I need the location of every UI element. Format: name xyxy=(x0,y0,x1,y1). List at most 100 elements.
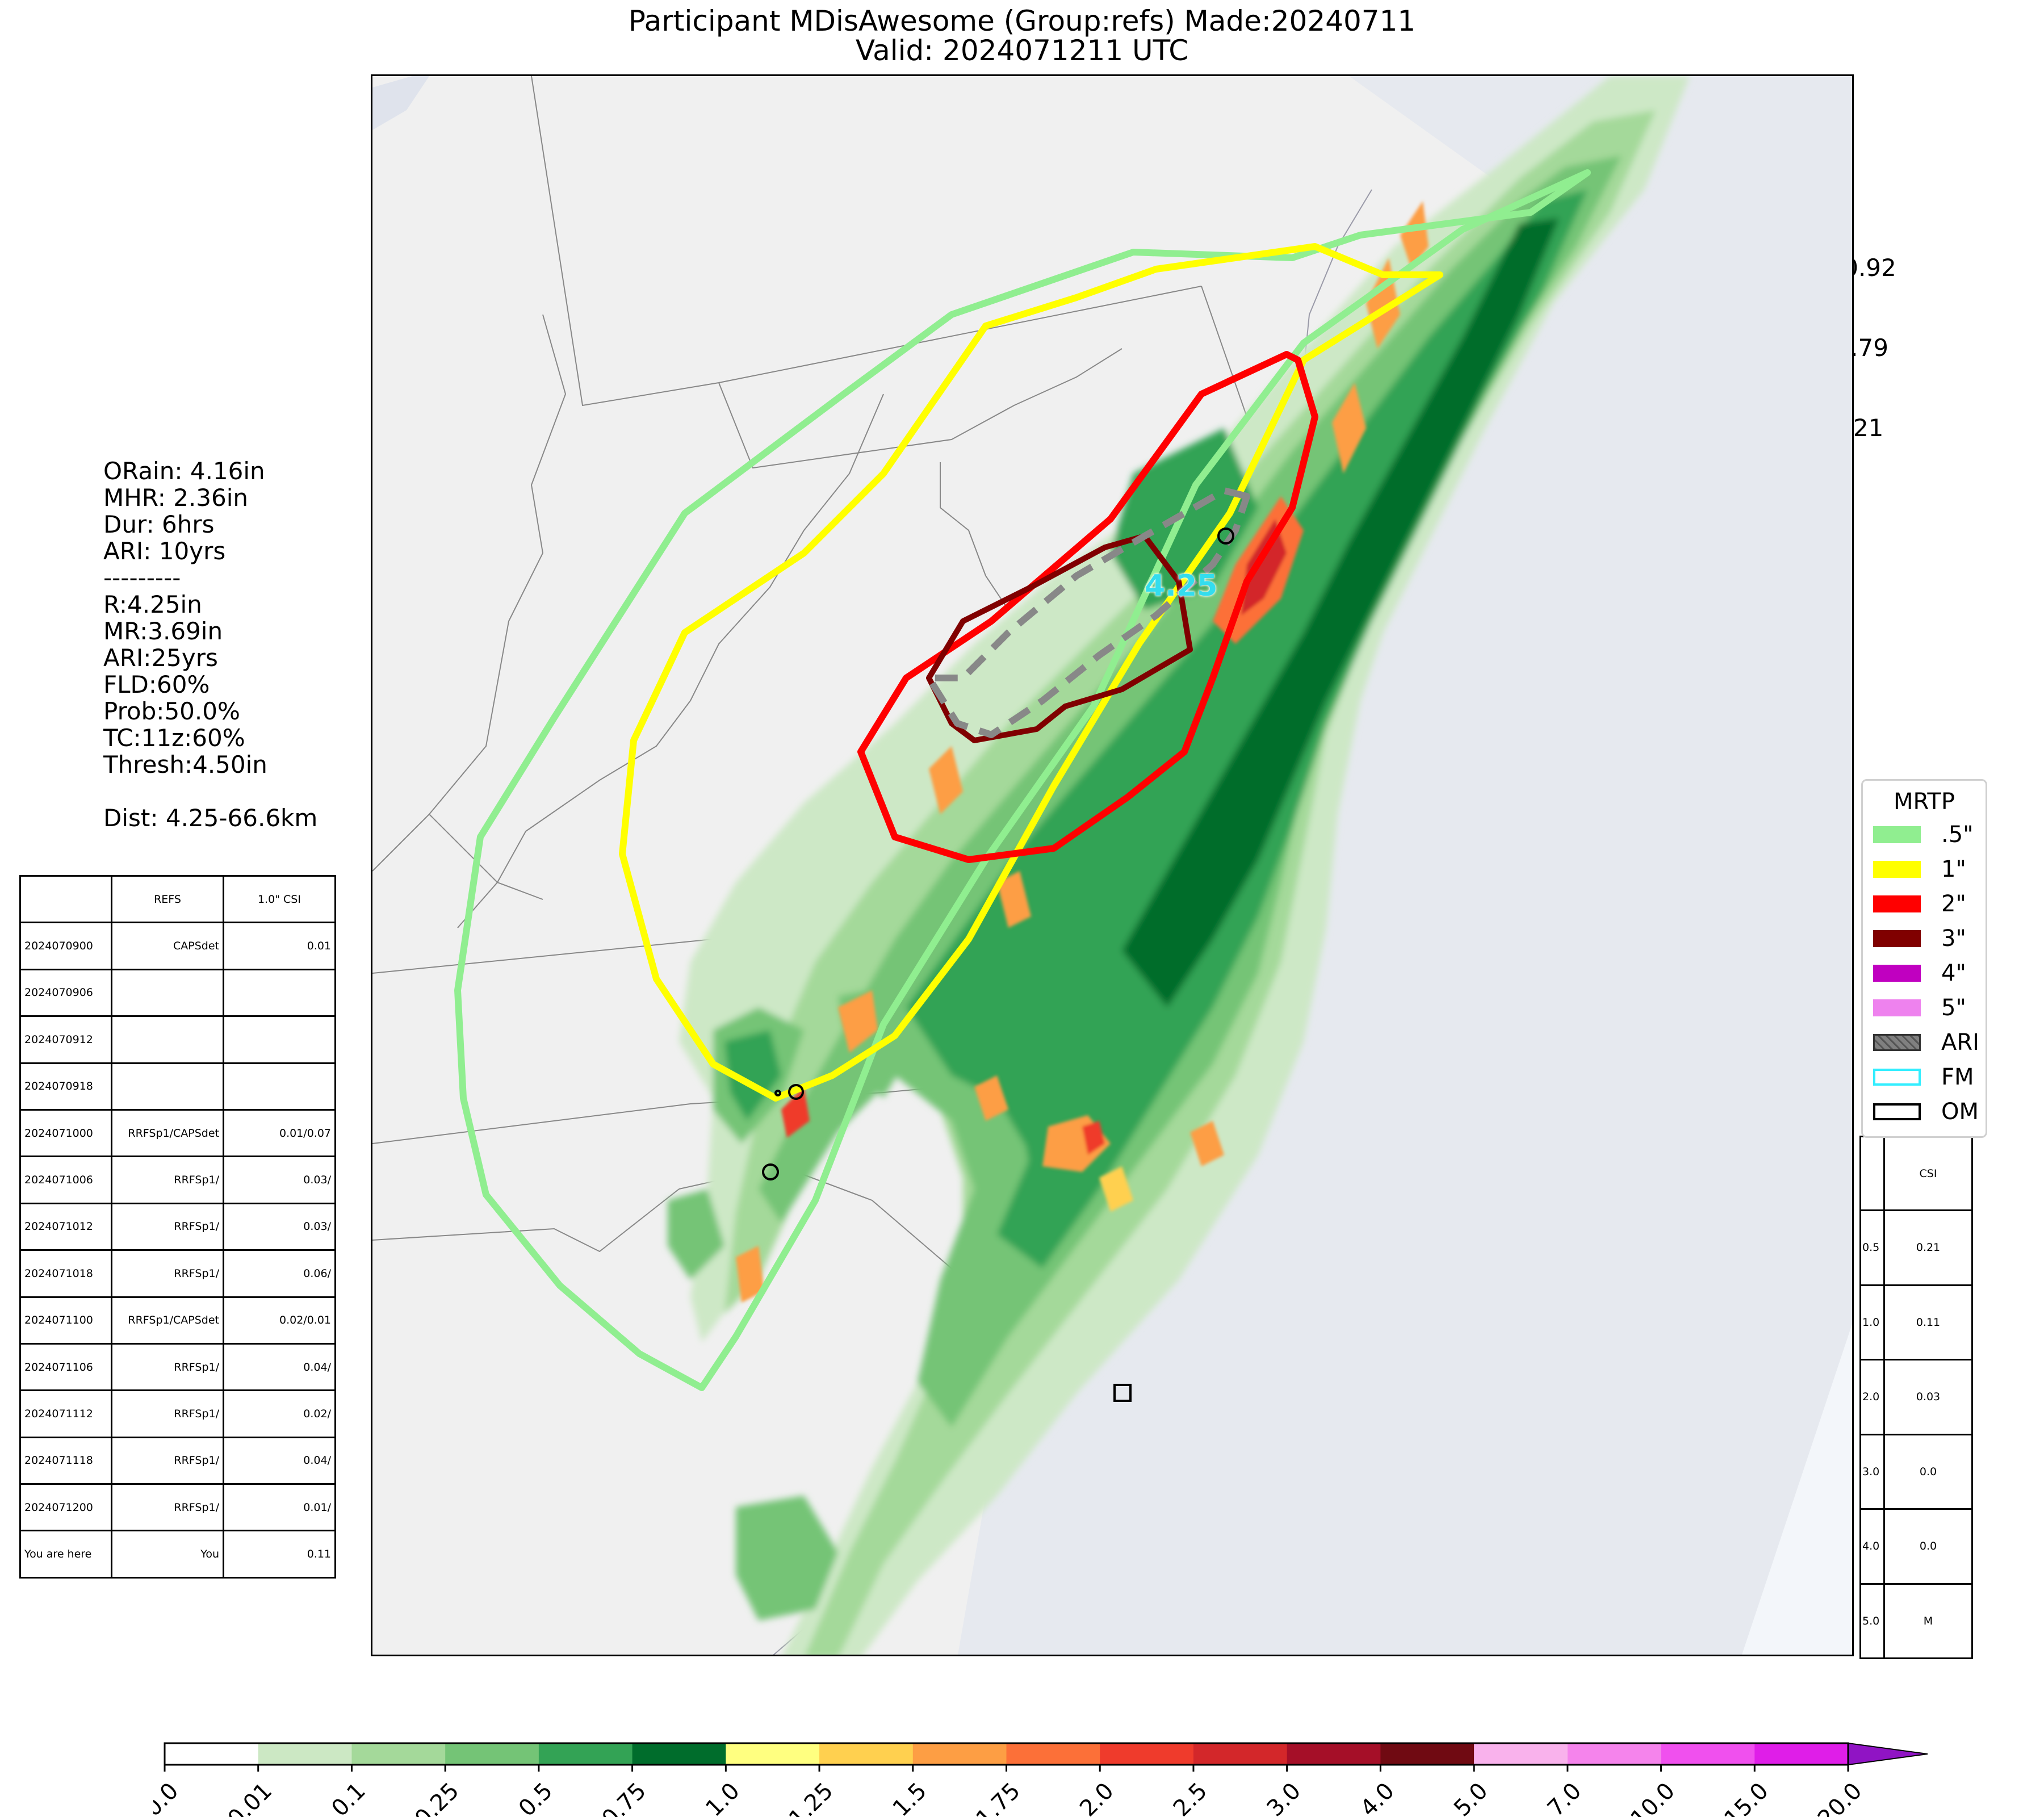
table-row: 1.0 0.11 xyxy=(1859,1284,1973,1360)
observed-max-square xyxy=(1113,1384,1132,1402)
table-header-row: CSI xyxy=(1859,1136,1973,1211)
table-cell: 1.0 xyxy=(1859,1284,1885,1360)
legend-item: 3" xyxy=(1873,924,1966,953)
colorbar-tick-label: 0.01 xyxy=(223,1778,278,1817)
legend-label: 5" xyxy=(1941,995,1966,1021)
colorbar-tick-label: 2.5 xyxy=(1168,1778,1213,1817)
table-row: 5.0 M xyxy=(1859,1582,1973,1659)
legend-swatch xyxy=(1873,1034,1921,1051)
legend-swatch xyxy=(1873,826,1921,843)
legend-item: 2" xyxy=(1873,890,1966,918)
legend-swatch xyxy=(1873,1069,1921,1086)
precip-colorbar: 0.0 0.01 0.1 0.25 0.5 0.75 1.0 1.25 1.5 1.75 2.0 2.… xyxy=(153,1742,1928,1817)
colorbar-tick-label: 1.0 xyxy=(701,1778,745,1817)
legend-title: MRTP xyxy=(1894,789,1955,815)
colorbar-segment xyxy=(1100,1743,1194,1765)
table-cell: 0.03 xyxy=(1883,1359,1973,1435)
table-row: 2024071012 RRFSp1/0.03/ xyxy=(19,1202,336,1251)
colorbar-segment xyxy=(1474,1743,1568,1765)
table-cell: RRFSp1/ xyxy=(111,1483,224,1532)
legend-swatch xyxy=(1873,999,1921,1016)
contour-3-inch xyxy=(926,533,1193,743)
table-row: 2024070900 CAPSdet 0.01 xyxy=(19,922,336,970)
table-cell: 2024071006 xyxy=(19,1155,112,1204)
colorbar-tick-label: 1.25 xyxy=(784,1778,839,1817)
table-cell: 0.02/0.01 xyxy=(223,1296,336,1345)
colorbar-tick-label: 1.75 xyxy=(971,1778,1025,1817)
colorbar-tick-label: 0.5 xyxy=(514,1778,558,1817)
table-cell: 2024071200 xyxy=(19,1483,112,1532)
table-cell: 2024070900 xyxy=(19,922,112,970)
table-cell: RRFSp1/ xyxy=(111,1155,224,1204)
table-row: 0.5 0.21 xyxy=(1859,1209,1973,1286)
table-cell xyxy=(223,968,336,1018)
table-cell: 0.02/ xyxy=(223,1389,336,1438)
table-row: 2024070912 xyxy=(19,1015,336,1064)
legend-item: 5" xyxy=(1873,994,1966,1022)
table-header-cell: CSI xyxy=(1883,1136,1973,1211)
colorbar-segment xyxy=(632,1743,726,1765)
legend-label: .5" xyxy=(1941,822,1974,848)
contour-2-inch xyxy=(857,351,1318,863)
table-cell: 0.11 xyxy=(223,1530,336,1579)
table-cell: 5.0 xyxy=(1859,1582,1885,1659)
legend-label: 2" xyxy=(1941,891,1966,917)
table-header-cell xyxy=(1859,1136,1885,1211)
table-cell: 0.01 xyxy=(223,922,336,970)
ari-contour xyxy=(925,487,1250,738)
table-cell: 2024071118 xyxy=(19,1436,112,1485)
precip-heavy-cores xyxy=(736,201,1429,1303)
table-cell: RRFSp1/CAPSdet xyxy=(111,1296,224,1345)
table-row: 2024071018 RRFSp1/0.06/ xyxy=(19,1249,336,1298)
colorbar-segment xyxy=(1287,1743,1381,1765)
table-cell: 0.03/ xyxy=(223,1202,336,1251)
table-cell: 2024070912 xyxy=(19,1015,112,1064)
legend-item: .5" xyxy=(1873,820,1974,849)
table-cell: 2024071112 xyxy=(19,1389,112,1438)
colorbar-segment xyxy=(726,1743,820,1765)
table-header-cell xyxy=(19,874,112,924)
table-cell: 2024071106 xyxy=(19,1342,112,1392)
table-cell: 2.0 xyxy=(1859,1359,1885,1435)
table-cell: 0.5 xyxy=(1859,1209,1885,1286)
precip-shading xyxy=(668,76,1690,1655)
table-row: 2024071006 RRFSp1/0.03/ xyxy=(19,1155,336,1204)
table-cell xyxy=(111,1015,224,1064)
table-cell: 2024070918 xyxy=(19,1062,112,1111)
table-header-cell: REFS xyxy=(111,874,224,924)
table-header-row: REFS 1.0" CSI xyxy=(19,874,336,924)
table-cell: 0.11 xyxy=(1883,1284,1973,1360)
chart-title: Participant MDisAwesome (Group:refs) Mad… xyxy=(628,5,1416,37)
table-cell: 0.03/ xyxy=(223,1155,336,1204)
colorbar-segment xyxy=(1380,1743,1475,1765)
table-cell: 3.0 xyxy=(1859,1433,1885,1510)
table-cell xyxy=(111,1062,224,1111)
colorbar-tick-label: 7.0 xyxy=(1543,1778,1587,1817)
table-cell xyxy=(223,1015,336,1064)
legend-label: ARI xyxy=(1941,1029,1979,1056)
table-cell: 0.04/ xyxy=(223,1342,336,1392)
threshold-csi-table: CSI 0.5 0.21 1.0 0.11 2.0 0.03 3.0 0.0 4.0 0.0 5.0 M xyxy=(1859,1136,1973,1659)
table-row: 2024071200 RRFSp1/0.01/ xyxy=(19,1483,336,1532)
legend-swatch xyxy=(1873,965,1921,982)
table-cell: RRFSp1/ xyxy=(111,1202,224,1251)
colorbar-tick-label: 1.5 xyxy=(888,1778,932,1817)
colorbar-tick-label: 10.0 xyxy=(1626,1778,1680,1817)
table-cell: 2024071012 xyxy=(19,1202,112,1251)
colorbar-tick-label: 0.1 xyxy=(326,1778,371,1817)
colorbar-segment xyxy=(351,1743,446,1765)
table-row: 2024071000 RRFSp1/CAPSdet 0.01/0.07 xyxy=(19,1108,336,1158)
colorbar-tick-label: 5.0 xyxy=(1449,1778,1493,1817)
legend-item: OM xyxy=(1873,1098,1979,1126)
table-cell: 0.01/0.07 xyxy=(223,1108,336,1158)
observed-max-marker xyxy=(1217,527,1234,545)
legend-label: 3" xyxy=(1941,926,1966,952)
observed-marker-southwest xyxy=(774,1090,781,1096)
table-cell: You are here xyxy=(19,1530,112,1579)
colorbar-segment xyxy=(819,1743,914,1765)
precip-map xyxy=(372,76,1852,1655)
observation-stats-panel: ORain: 4.16in MHR: 2.36in Dur: 6hrs ARI:… xyxy=(103,457,318,832)
table-cell: 2024071100 xyxy=(19,1296,112,1345)
colorbar-tick-label: 2.0 xyxy=(1075,1778,1119,1817)
observed-marker-south xyxy=(788,1084,804,1100)
